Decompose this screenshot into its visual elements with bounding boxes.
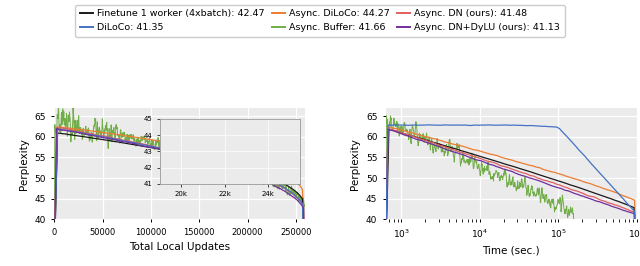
X-axis label: Time (sec.): Time (sec.) xyxy=(483,246,540,256)
Y-axis label: Perplexity: Perplexity xyxy=(19,138,29,190)
X-axis label: Total Local Updates: Total Local Updates xyxy=(129,242,230,252)
Legend: Finetune 1 worker (4xbatch): 42.47, DiLoCo: 41.35, Async. DiLoCo: 44.27, Async. : Finetune 1 worker (4xbatch): 42.47, DiLo… xyxy=(75,5,565,37)
Y-axis label: Perplexity: Perplexity xyxy=(350,138,360,190)
